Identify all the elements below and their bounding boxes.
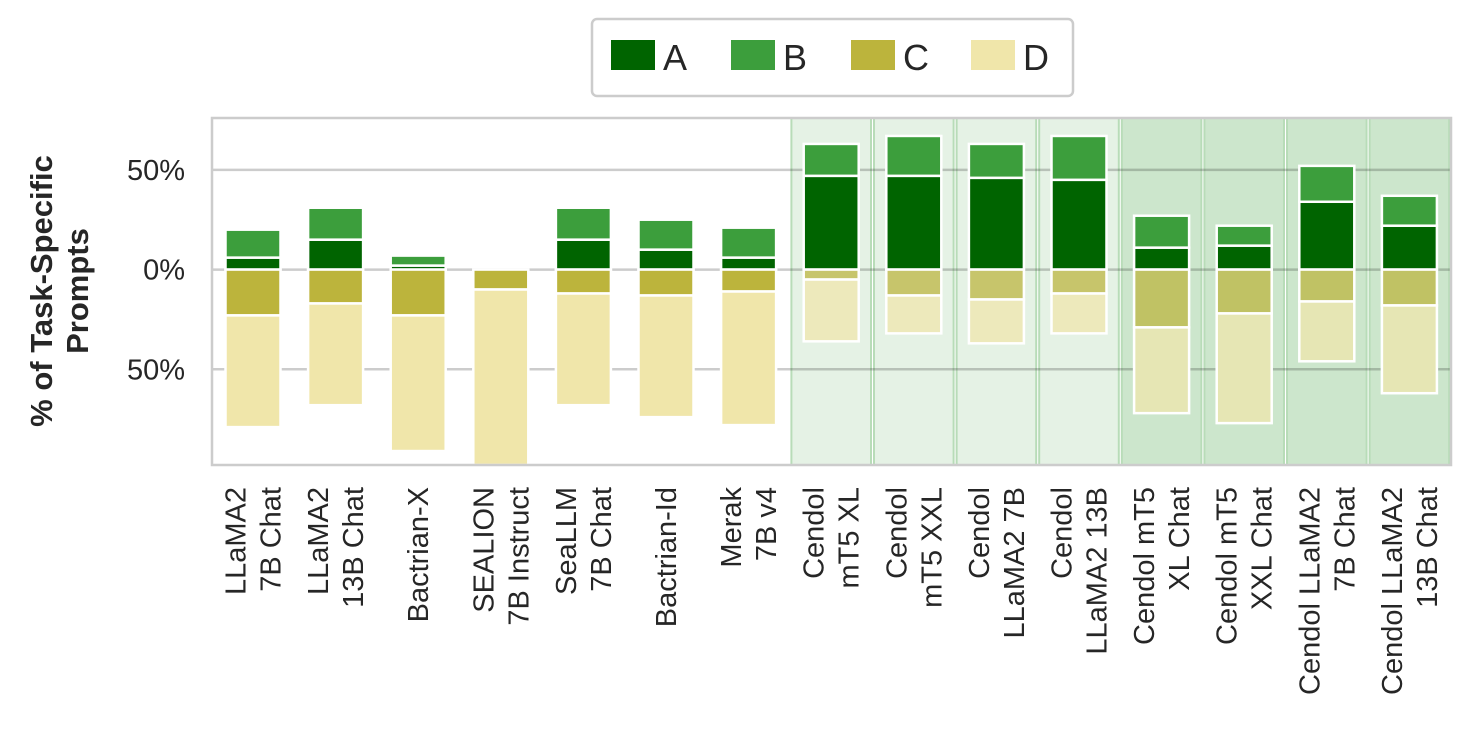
x-tick-label: Bactrian-X [403,487,435,622]
bar-D-11 [1132,326,1191,415]
bar-A-1 [306,238,365,271]
legend-label-B: B [783,37,807,78]
x-tick-label: Cendol LLaMA2 13B [1047,487,1114,655]
legend-swatch-A [611,40,655,70]
bar-A-6 [719,256,778,271]
bar-B-8 [885,134,943,178]
bar-D-8 [885,294,943,335]
bar-D-1 [306,302,365,407]
bar-A-9 [967,176,1026,271]
bar-D-4 [554,292,613,407]
bar-B-7 [802,142,860,178]
bar-C-3 [472,268,530,291]
bar-C-10 [1050,268,1108,295]
bar-C-6 [719,268,778,293]
y-tick-label: 50% [127,155,185,187]
bar-C-7 [802,268,860,281]
bar-C-12 [1215,268,1273,315]
bar-B-9 [967,142,1026,180]
bar-A-13 [1298,200,1356,271]
bar-B-14 [1380,194,1439,227]
bar-A-5 [637,248,695,271]
bar-B-1 [306,206,365,241]
x-tick-label: Cendol mT5 XL [799,487,866,589]
bar-A-7 [802,174,860,271]
bar-C-8 [885,268,943,297]
x-tick-label: Cendol mT5 XXL Chat [1212,487,1279,645]
x-tick-label: Cendol mT5 XXL [881,487,948,608]
legend-label-D: D [1023,37,1049,78]
bars [224,134,1439,467]
x-tick-label: Bactrian-Id [651,487,683,627]
legend: A B C D [590,17,1075,98]
bar-A-11 [1132,246,1191,271]
x-tick-label: Cendol mT5 XL Chat [1129,487,1196,645]
bar-C-11 [1132,268,1191,329]
bar-C-1 [306,268,365,305]
x-tick-label: SeaLLM 7B Chat [551,487,618,595]
bar-D-10 [1050,292,1108,335]
bar-D-6 [719,290,778,427]
legend-frame [590,17,1075,98]
legend-swatch-D [971,40,1015,70]
bar-C-5 [637,268,695,297]
bar-A-12 [1215,244,1273,271]
plot-frame [210,116,1453,467]
bar-A-0 [224,256,282,271]
y-tick-label: 50% [127,354,185,386]
bar-B-12 [1215,224,1273,247]
bar-A-8 [885,174,943,271]
bar-D-13 [1298,300,1356,363]
x-tick-labels: LLaMA2 7B Chat LLaMA2 13B Chat Bactrian-X SEA… [221,487,1444,695]
bar-D-0 [224,314,282,429]
bar-B-6 [719,226,778,259]
bar-B-0 [224,228,282,259]
bar-A-4 [554,238,613,271]
x-tick-label: SEALION 7B Instruct [468,487,535,626]
y-tick-label: 0% [143,255,185,287]
bar-D-9 [967,298,1026,345]
x-tick-label: Cendol LLaMA2 7B Chat [1294,487,1361,695]
x-tick-label: LLaMA2 7B Chat [221,487,288,595]
bar-C-14 [1380,268,1439,307]
legend-label-A: A [663,37,687,78]
bar-D-3 [472,288,530,467]
bar-D-14 [1380,304,1439,395]
x-tick-label: Merak 7B v4 [716,487,783,568]
bar-B-10 [1050,134,1108,182]
bar-C-13 [1298,268,1356,303]
bar-B-2 [389,254,447,267]
bar-A-10 [1050,178,1108,271]
bar-B-5 [637,218,695,251]
x-tick-label: LLaMA2 13B Chat [303,487,370,608]
bar-C-9 [967,268,1026,301]
bar-D-7 [802,278,860,343]
legend-swatch-C [851,40,895,70]
bar-A-14 [1380,224,1439,271]
x-tick-label: Cendol LLaMA2 7B [964,487,1031,639]
legend-swatch-B [731,40,775,70]
x-tick-label: Cendol LLaMA2 13B Chat [1377,487,1444,695]
bar-C-2 [389,268,447,317]
bar-C-0 [224,268,282,317]
bar-B-4 [554,206,613,241]
bar-D-12 [1215,312,1273,425]
bar-B-11 [1132,214,1191,249]
bar-B-13 [1298,164,1356,204]
legend-label-C: C [903,37,929,78]
y-axis-label: % of Task-SpecificPrompts [24,155,95,427]
bar-D-2 [389,314,447,453]
bar-C-4 [554,268,613,295]
bar-D-5 [637,294,695,419]
y-tick-labels: 50% 0% 50% [127,155,185,386]
